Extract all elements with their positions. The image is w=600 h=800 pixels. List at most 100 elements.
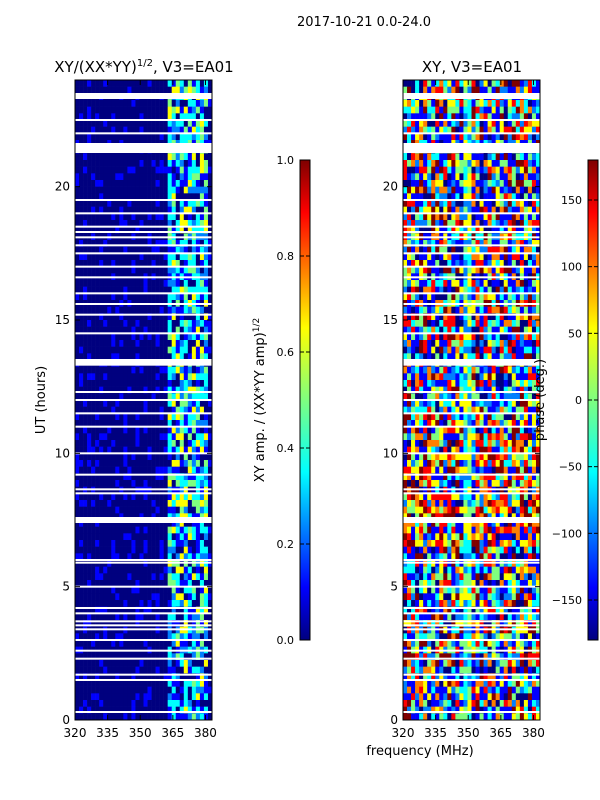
heatmap-cell bbox=[447, 373, 452, 381]
heatmap-cell bbox=[459, 333, 464, 341]
heatmap-cell bbox=[99, 373, 104, 381]
heatmap-cell bbox=[203, 713, 209, 721]
heatmap-cell bbox=[415, 340, 420, 347]
heatmap-cell bbox=[155, 693, 160, 701]
heatmap-cell bbox=[203, 220, 209, 227]
heatmap-cell bbox=[183, 380, 189, 387]
heatmap-cell bbox=[191, 573, 197, 581]
heatmap-cell bbox=[515, 380, 521, 387]
heatmap-cell bbox=[527, 353, 533, 361]
heatmap-cell bbox=[83, 500, 88, 507]
heatmap-cell bbox=[143, 113, 148, 121]
heatmap-cell bbox=[495, 333, 501, 341]
heatmap-cell bbox=[487, 246, 492, 254]
heatmap-cell bbox=[155, 386, 160, 394]
heatmap-cell bbox=[191, 333, 197, 341]
heatmap-cell bbox=[459, 240, 464, 247]
heatmap-cell bbox=[151, 326, 156, 334]
heatmap-cell bbox=[191, 206, 197, 214]
heatmap-cell bbox=[75, 393, 80, 401]
heatmap-cell bbox=[531, 266, 537, 274]
heatmap-cell bbox=[131, 306, 136, 314]
heatmap-cell bbox=[143, 240, 148, 247]
heatmap-cell bbox=[171, 373, 177, 381]
heatmap-cell bbox=[183, 413, 189, 421]
heatmap-cell bbox=[515, 340, 521, 347]
heatmap-cell bbox=[171, 706, 177, 714]
heatmap-cell bbox=[135, 226, 140, 234]
heatmap-cell bbox=[183, 340, 189, 347]
heatmap-cell bbox=[115, 326, 120, 334]
heatmap-cell bbox=[175, 220, 181, 227]
heatmap-cell bbox=[79, 193, 84, 201]
heatmap-cell bbox=[179, 660, 185, 667]
heatmap-cell bbox=[131, 193, 136, 201]
heatmap-cell bbox=[207, 260, 213, 267]
heatmap-cell bbox=[407, 340, 412, 347]
heatmap-cell bbox=[119, 606, 124, 614]
heatmap-cell bbox=[467, 306, 472, 314]
heatmap-cell bbox=[491, 253, 496, 261]
heatmap-cell bbox=[475, 306, 480, 314]
heatmap-cell bbox=[87, 606, 92, 614]
heatmap-cell bbox=[191, 586, 197, 594]
heatmap-cell bbox=[483, 260, 488, 267]
heatmap-cell bbox=[139, 313, 144, 321]
heatmap-cell bbox=[199, 386, 205, 394]
heatmap-cell bbox=[443, 253, 448, 261]
heatmap-cell bbox=[167, 440, 173, 447]
heatmap-cell bbox=[167, 433, 173, 441]
heatmap-cell bbox=[115, 680, 120, 687]
heatmap-cell bbox=[95, 480, 100, 487]
heatmap-cell bbox=[175, 580, 181, 587]
heatmap-cell bbox=[207, 386, 213, 394]
heatmap-cell bbox=[203, 673, 209, 681]
heatmap-cell bbox=[207, 420, 213, 427]
heatmap-cell bbox=[179, 566, 185, 574]
heatmap-cell bbox=[203, 573, 209, 581]
heatmap-cell bbox=[187, 553, 193, 561]
heatmap-cell bbox=[187, 566, 193, 574]
heatmap-cell bbox=[527, 213, 533, 221]
heatmap-cell bbox=[199, 206, 205, 214]
heatmap-cell bbox=[199, 313, 205, 321]
heatmap-cell bbox=[171, 620, 177, 627]
heatmap-cell bbox=[155, 540, 160, 547]
heatmap-cell bbox=[431, 153, 436, 161]
heatmap-cell bbox=[195, 366, 201, 374]
heatmap-cell bbox=[475, 226, 480, 234]
heatmap-cell bbox=[183, 460, 189, 467]
heatmap-cell bbox=[455, 240, 460, 247]
heatmap-cell bbox=[139, 340, 144, 347]
heatmap-cell bbox=[151, 713, 156, 721]
heatmap-cell bbox=[411, 160, 416, 167]
heatmap-cell bbox=[119, 206, 124, 214]
heatmap-cell bbox=[103, 680, 108, 687]
heatmap-cell bbox=[179, 620, 185, 627]
heatmap-cell bbox=[423, 293, 428, 301]
heatmap-cell bbox=[443, 346, 448, 354]
heatmap-cell bbox=[459, 380, 464, 387]
heatmap-cell bbox=[207, 700, 213, 707]
heatmap-cell bbox=[147, 440, 152, 447]
heatmap-cell bbox=[99, 320, 104, 327]
heatmap-cell bbox=[155, 466, 160, 474]
heatmap-cell bbox=[183, 586, 189, 594]
heatmap-cell bbox=[187, 153, 193, 161]
heatmap-cell bbox=[83, 473, 88, 481]
heatmap-cell bbox=[127, 706, 132, 714]
heatmap-cell bbox=[83, 440, 88, 447]
heatmap-cell bbox=[179, 500, 185, 507]
heatmap-cell bbox=[139, 540, 144, 547]
heatmap-cell bbox=[155, 640, 160, 647]
heatmap-cell bbox=[495, 220, 501, 227]
heatmap-cell bbox=[151, 246, 156, 254]
heatmap-cell bbox=[483, 180, 488, 187]
heatmap-cell bbox=[139, 673, 144, 681]
heatmap-cell bbox=[147, 426, 152, 434]
heatmap-cell bbox=[111, 653, 116, 661]
heatmap-cell bbox=[407, 320, 412, 327]
heatmap-cell bbox=[447, 260, 452, 267]
heatmap-cell bbox=[403, 366, 408, 374]
heatmap-cell bbox=[191, 440, 197, 447]
